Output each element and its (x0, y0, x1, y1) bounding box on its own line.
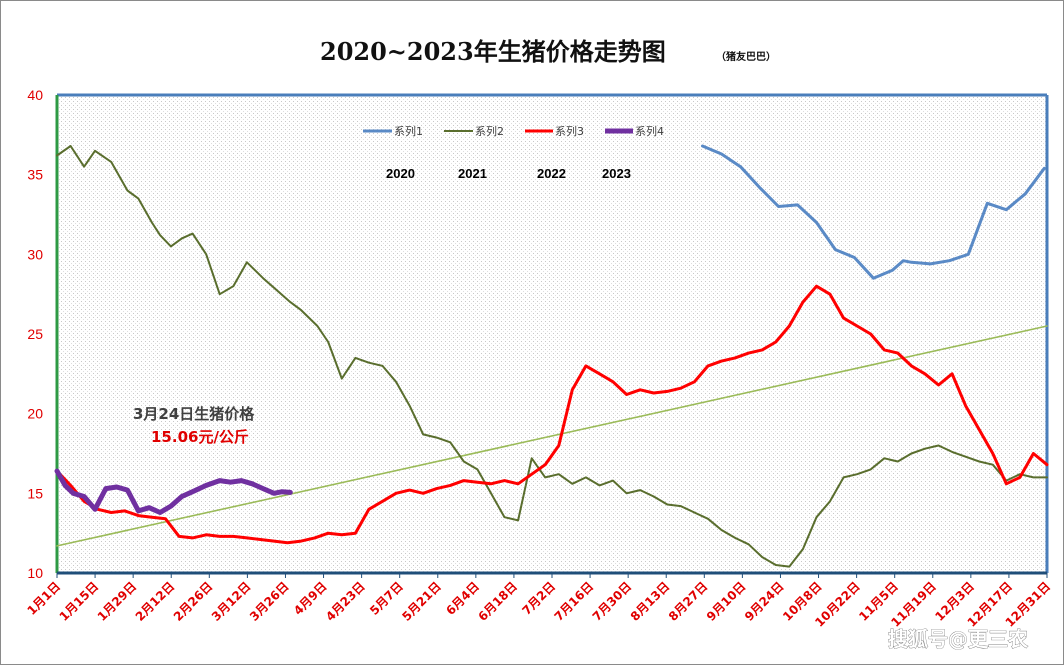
x-tick-label: 5月21日 (399, 579, 444, 624)
year-label-2021: 2021 (458, 166, 487, 181)
x-tick-label: 6月18日 (475, 579, 520, 624)
annotation-value: 15.06元/公斤 (151, 428, 249, 446)
y-tick-label: 40 (27, 87, 43, 103)
x-tick-label: 9月10日 (704, 579, 749, 624)
series-line-系列2 (56, 145, 1048, 568)
legend-label-series4: 系列4 (635, 124, 664, 138)
year-label-2020: 2020 (386, 166, 415, 181)
plot-area (57, 95, 1047, 573)
legend-label-series3: 系列3 (555, 124, 584, 138)
x-tick-label: 1月29日 (95, 579, 140, 624)
year-label-2022: 2022 (537, 166, 566, 181)
legend-label-series1: 系列1 (394, 124, 423, 138)
y-tick-label: 25 (27, 326, 43, 342)
legend-label-series2: 系列2 (475, 124, 504, 138)
y-tick-label: 30 (27, 246, 43, 262)
x-tick-label: 2月12日 (133, 579, 178, 624)
x-tick-label: 3月26日 (247, 579, 292, 624)
y-tick-label: 35 (27, 167, 43, 183)
annotation-title: 3月24日生猪价格 (133, 405, 255, 423)
y-tick-label: 20 (27, 406, 43, 422)
x-tick-label: 8月27日 (666, 579, 711, 624)
x-tick-label: 2月26日 (171, 579, 216, 624)
y-axis-ticks: 10 15 20 25 30 35 40 (27, 87, 43, 581)
y-tick-label: 10 (27, 565, 43, 581)
x-tick-label: 9月24日 (742, 579, 787, 624)
year-label-2023: 2023 (602, 166, 631, 181)
series-layer (54, 144, 1049, 568)
x-tick-label: 8月13日 (628, 579, 673, 624)
watermark: 搜狐号@更三农 (888, 627, 1028, 651)
trend-line (56, 325, 1048, 547)
series-line-系列4 (54, 468, 293, 515)
series-line-系列1 (701, 144, 1046, 280)
x-tick-label: 4月23日 (323, 579, 368, 624)
year-labels: 2020 2021 2022 2023 (386, 166, 631, 181)
x-tick-label: 3月12日 (209, 579, 254, 624)
chart-title: 2020~2023年生猪价格走势图 (320, 37, 666, 66)
legend: 系列1 系列2 系列3 系列4 (363, 124, 664, 138)
chart-subtitle: （猪友巴巴） (716, 50, 776, 63)
x-tick-label: 1月15日 (57, 579, 102, 624)
x-tick-label: 7月30日 (590, 579, 635, 624)
y-tick-label: 15 (27, 485, 43, 501)
series-line-系列3 (55, 284, 1049, 545)
x-tick-label: 7月16日 (552, 579, 597, 624)
